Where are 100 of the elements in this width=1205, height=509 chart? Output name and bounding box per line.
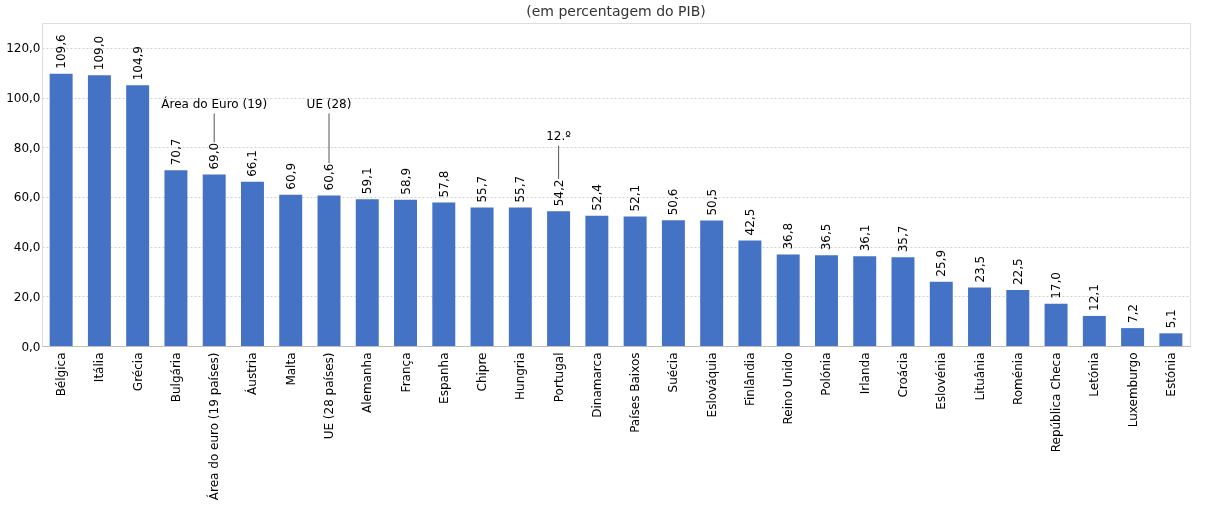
data-label: 66,1 [245,150,260,177]
y-tick-label: 80,0 [13,140,41,155]
bar [1044,303,1068,346]
x-tick-label: Espanha [436,352,451,404]
x-tick-label: Luxemburgo [1125,352,1140,428]
data-label: 109,0 [92,35,107,71]
chart-title: (em percentagem do PIB) [526,3,706,19]
bar [623,216,647,346]
data-label: 12,1 [1087,284,1102,311]
x-tick-label: Países Baixos [628,352,643,433]
data-label: 17,0 [1049,272,1064,299]
bar [432,202,456,346]
data-label: 50,5 [704,188,719,216]
bar [355,199,379,346]
x-tick-label: Itália [92,352,107,383]
x-tick-label: Finlândia [742,352,757,407]
bar [1159,333,1183,346]
bar [738,240,762,346]
x-tick-label: Polónia [819,352,834,396]
annotation: 12.º [546,129,572,144]
x-tick-label: Dinamarca [589,352,604,418]
data-label: 57,8 [436,170,451,198]
data-label: 59,1 [360,167,375,195]
y-tick-label: 120,0 [6,41,41,56]
data-label: 36,1 [857,224,872,252]
bar [317,195,341,346]
bar [700,220,724,346]
y-tick-label: 100,0 [6,91,41,106]
bar [164,170,188,346]
bar [661,220,685,346]
x-tick-label: Chipre [475,352,490,392]
x-tick-label: Grécia [130,352,145,392]
data-label: 109,6 [54,34,69,69]
x-tick-label: UE (28 países) [322,352,336,440]
data-label: 23,5 [972,255,987,283]
data-label: 5,1 [1163,309,1178,329]
x-tick-label: Roménia [1010,352,1025,406]
bar [49,73,73,346]
data-label: 25,9 [934,249,949,277]
bar [394,199,418,346]
data-label: 35,7 [896,225,910,253]
data-label: 104,9 [130,46,145,81]
bar [853,256,877,346]
annotation: UE (28) [306,96,352,111]
x-tick-label: Área do euro (19 países) [206,352,222,501]
x-tick-label: França [398,352,413,393]
data-label: 52,1 [628,184,643,212]
data-label: 22,5 [1010,258,1025,286]
x-tick-label: Portugal [551,352,566,403]
x-tick-label: Reino Unido [781,352,796,425]
data-label: 70,7 [168,138,183,166]
x-tick-label: Croácia [896,352,910,398]
bar [891,257,915,346]
data-label: 36,5 [819,223,834,251]
bar [126,85,150,346]
bar [470,207,494,346]
x-tick-label: Hungria [513,352,528,400]
bar [1121,328,1145,346]
x-tick-label: Bulgária [168,352,183,403]
annotation: Área do Euro (19) [161,95,268,111]
data-label: 60,6 [322,163,336,191]
x-tick-label: Alemanha [360,352,375,414]
bar [279,194,303,346]
data-label: 54,2 [551,179,566,207]
bar [508,207,532,346]
x-tick-label: Letónia [1087,352,1102,397]
data-label: 42,5 [742,208,757,236]
x-tick-label: Estónia [1163,352,1178,397]
bar [776,254,800,346]
x-tick-label: Áustria [244,352,260,395]
data-label: 55,7 [475,175,490,203]
bar [585,215,609,346]
y-tick-label: 20,0 [13,289,41,304]
x-tick-label: Irlanda [857,352,872,395]
bar [87,75,111,346]
x-tick-label: Eslováquia [704,352,719,418]
bar [547,211,571,346]
bar [929,281,953,346]
y-tick-label: 0,0 [21,339,41,354]
bar [1006,290,1030,346]
x-tick-label: Suécia [666,352,681,393]
bar [814,255,838,346]
data-label: 55,7 [513,175,528,203]
bar [968,287,992,346]
x-tick-label: República Checa [1049,352,1064,453]
data-label: 60,9 [283,162,298,190]
bar [240,181,264,346]
y-tick-label: 60,0 [13,190,41,205]
data-label: 52,4 [589,184,604,211]
data-label: 50,6 [666,188,681,216]
data-label: 69,0 [207,142,222,170]
data-label: 58,9 [398,167,413,195]
x-tick-label: Eslovénia [934,352,949,410]
x-tick-label: Malta [283,352,298,386]
bar [1082,315,1106,346]
data-label: 36,8 [781,222,796,250]
data-label: 7,2 [1125,304,1140,324]
bar [202,174,226,346]
x-tick-label: Lituânia [972,352,987,401]
x-tick-label: Bélgica [54,352,69,397]
